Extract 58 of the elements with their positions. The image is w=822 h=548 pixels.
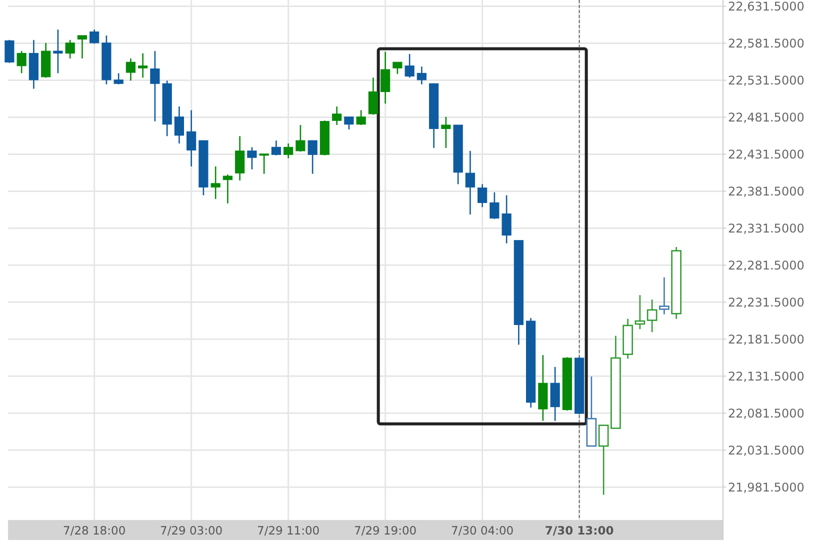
candlestick xyxy=(174,106,184,144)
candlestick xyxy=(478,184,488,208)
candlestick xyxy=(4,39,14,64)
candlestick xyxy=(598,424,609,496)
x-tick-label: 7/29 19:00 xyxy=(354,524,417,538)
candlestick xyxy=(296,124,306,152)
candlestick xyxy=(114,72,124,85)
y-tick-label: 22,531.5000 xyxy=(728,73,804,88)
candlestick xyxy=(550,366,560,422)
candlestick xyxy=(210,166,220,200)
candlestick xyxy=(344,116,354,130)
x-tick-label: 7/29 11:00 xyxy=(257,524,320,538)
y-tick-label: 22,581.5000 xyxy=(728,36,804,50)
y-tick-label: 22,081.5000 xyxy=(728,406,804,420)
candlestick xyxy=(490,192,500,220)
candlestick xyxy=(380,51,390,104)
candlestick xyxy=(284,142,294,159)
y-tick-label: 22,231.5000 xyxy=(728,295,804,310)
candlestick xyxy=(138,52,148,78)
candlestick xyxy=(404,53,414,78)
candlestick xyxy=(441,116,451,149)
x-tick-label: 7/29 03:00 xyxy=(160,524,223,538)
candlestick xyxy=(634,294,646,330)
y-tick-label: 22,631.5000 xyxy=(728,0,804,14)
y-tick-label: 22,281.5000 xyxy=(728,258,804,272)
candlestick xyxy=(308,140,318,174)
x-tick-label: 7/30 13:00 xyxy=(544,524,614,538)
candlestick xyxy=(416,66,426,85)
candlestick xyxy=(126,58,136,82)
candlestick xyxy=(16,50,26,74)
candlestick xyxy=(368,77,378,116)
candlestick xyxy=(247,146,257,170)
y-tick-label: 22,131.5000 xyxy=(728,369,804,384)
candlestick xyxy=(77,34,88,60)
candlestick xyxy=(646,298,658,333)
x-tick-label: 7/30 04:00 xyxy=(451,524,514,538)
candlestick xyxy=(186,110,196,168)
y-tick-label: 22,431.5000 xyxy=(728,147,804,162)
y-tick-label: 22,031.5000 xyxy=(728,443,804,458)
y-tick-label: 22,331.5000 xyxy=(728,221,804,236)
candlestick xyxy=(53,28,63,74)
candlestick xyxy=(332,106,342,126)
candlestick xyxy=(465,150,475,216)
x-tick-label: 7/28 18:00 xyxy=(63,524,126,538)
candlestick xyxy=(356,110,366,126)
candlestick xyxy=(235,135,245,182)
y-tick-label: 22,181.5000 xyxy=(728,332,804,346)
candlestick xyxy=(502,194,512,244)
candlestick xyxy=(65,39,75,60)
candlestick xyxy=(259,153,269,174)
y-tick-label: 22,381.5000 xyxy=(728,184,804,198)
y-tick-label: 22,481.5000 xyxy=(728,110,804,124)
candlestick xyxy=(150,50,160,122)
candlestick xyxy=(90,28,100,44)
candlestick xyxy=(392,61,402,75)
candlestick xyxy=(271,140,281,156)
y-tick-label: 21,981.5000 xyxy=(728,480,804,494)
candlestick xyxy=(222,174,232,204)
